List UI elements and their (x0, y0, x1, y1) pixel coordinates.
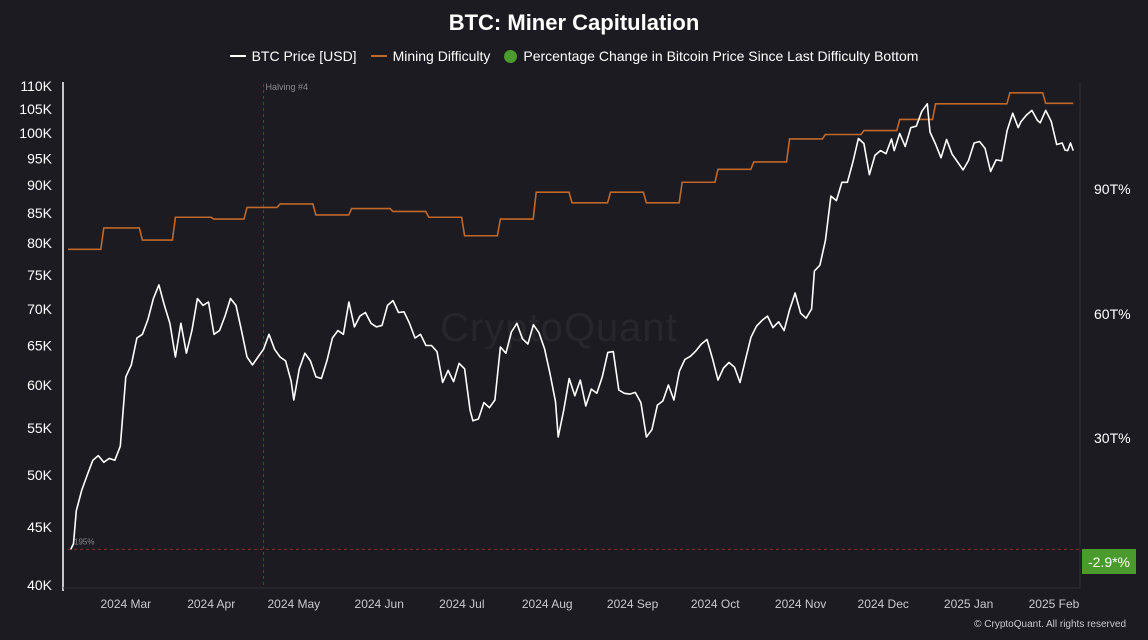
x-tick-label: 2024 Jun (355, 597, 404, 611)
x-tick-label: 2024 Nov (775, 597, 826, 611)
legend-label: Percentage Change in Bitcoin Price Since… (523, 48, 919, 64)
copyright-footer: © CryptoQuant. All rights reserved (974, 619, 1126, 630)
legend-item-mining-difficulty[interactable]: Mining Difficulty (370, 48, 491, 64)
y-tick-label: 105K (19, 101, 52, 117)
legend-line-icon (370, 55, 387, 57)
y-tick-label: 60K (27, 377, 53, 393)
chart-title: BTC: Miner Capitulation (448, 10, 700, 35)
y-tick-label: 110K (20, 78, 52, 94)
badge-background (1082, 549, 1136, 574)
y-tick-label: 40K (27, 577, 53, 593)
bottom-line-label: 195% (74, 537, 94, 546)
y-tick-label: 90K (27, 177, 53, 193)
y-tick-label: 65K (27, 338, 53, 354)
badge-value: -2.9*% (1088, 554, 1130, 570)
legend-label: Mining Difficulty (392, 48, 491, 64)
legend-label: BTC Price [USD] (251, 48, 357, 64)
x-tick-label: 2024 Apr (187, 597, 235, 611)
x-tick-label: 2024 Mar (100, 597, 151, 611)
y-right-tick-label: 90T% (1094, 181, 1131, 197)
legend-line-icon (229, 55, 246, 57)
y-tick-label: 75K (27, 267, 53, 283)
y-tick-label: 45K (27, 519, 53, 535)
y-tick-label: 50K (27, 467, 53, 483)
legend: BTC Price [USD] Mining Difficulty Percen… (0, 48, 1148, 64)
watermark: CryptoQuant (440, 306, 678, 350)
x-tick-label: 2025 Feb (1029, 597, 1080, 611)
legend-item-btc-price[interactable]: BTC Price [USD] (229, 48, 357, 64)
y-tick-label: 70K (27, 301, 53, 317)
series-mining-difficulty (68, 91, 1074, 251)
x-tick-label: 2024 Aug (522, 597, 573, 611)
y-tick-label: 95K (27, 150, 53, 166)
legend-item-percentage-change[interactable]: Percentage Change in Bitcoin Price Since… (504, 48, 918, 64)
series-btc-price (70, 103, 1074, 550)
x-tick-label: 2025 Jan (944, 597, 993, 611)
y-right-tick-label: 60T% (1094, 306, 1131, 322)
y-right-tick-label: 30T% (1094, 430, 1131, 446)
x-tick-label: 2024 Sep (607, 597, 659, 611)
halving-label: Halving #4 (266, 82, 309, 92)
x-tick-label: 2024 Oct (691, 597, 740, 611)
y-tick-label: 100K (19, 125, 52, 141)
current-value-badge: -2.9*% (1082, 549, 1136, 574)
y-tick-label: 85K (27, 205, 53, 221)
x-tick-label: 2024 Dec (858, 597, 909, 611)
x-tick-label: 2024 May (267, 597, 320, 611)
y-tick-label: 80K (27, 235, 53, 251)
legend-dot-icon (504, 49, 518, 63)
x-tick-label: 2024 Jul (439, 597, 484, 611)
y-tick-label: 55K (27, 420, 53, 436)
